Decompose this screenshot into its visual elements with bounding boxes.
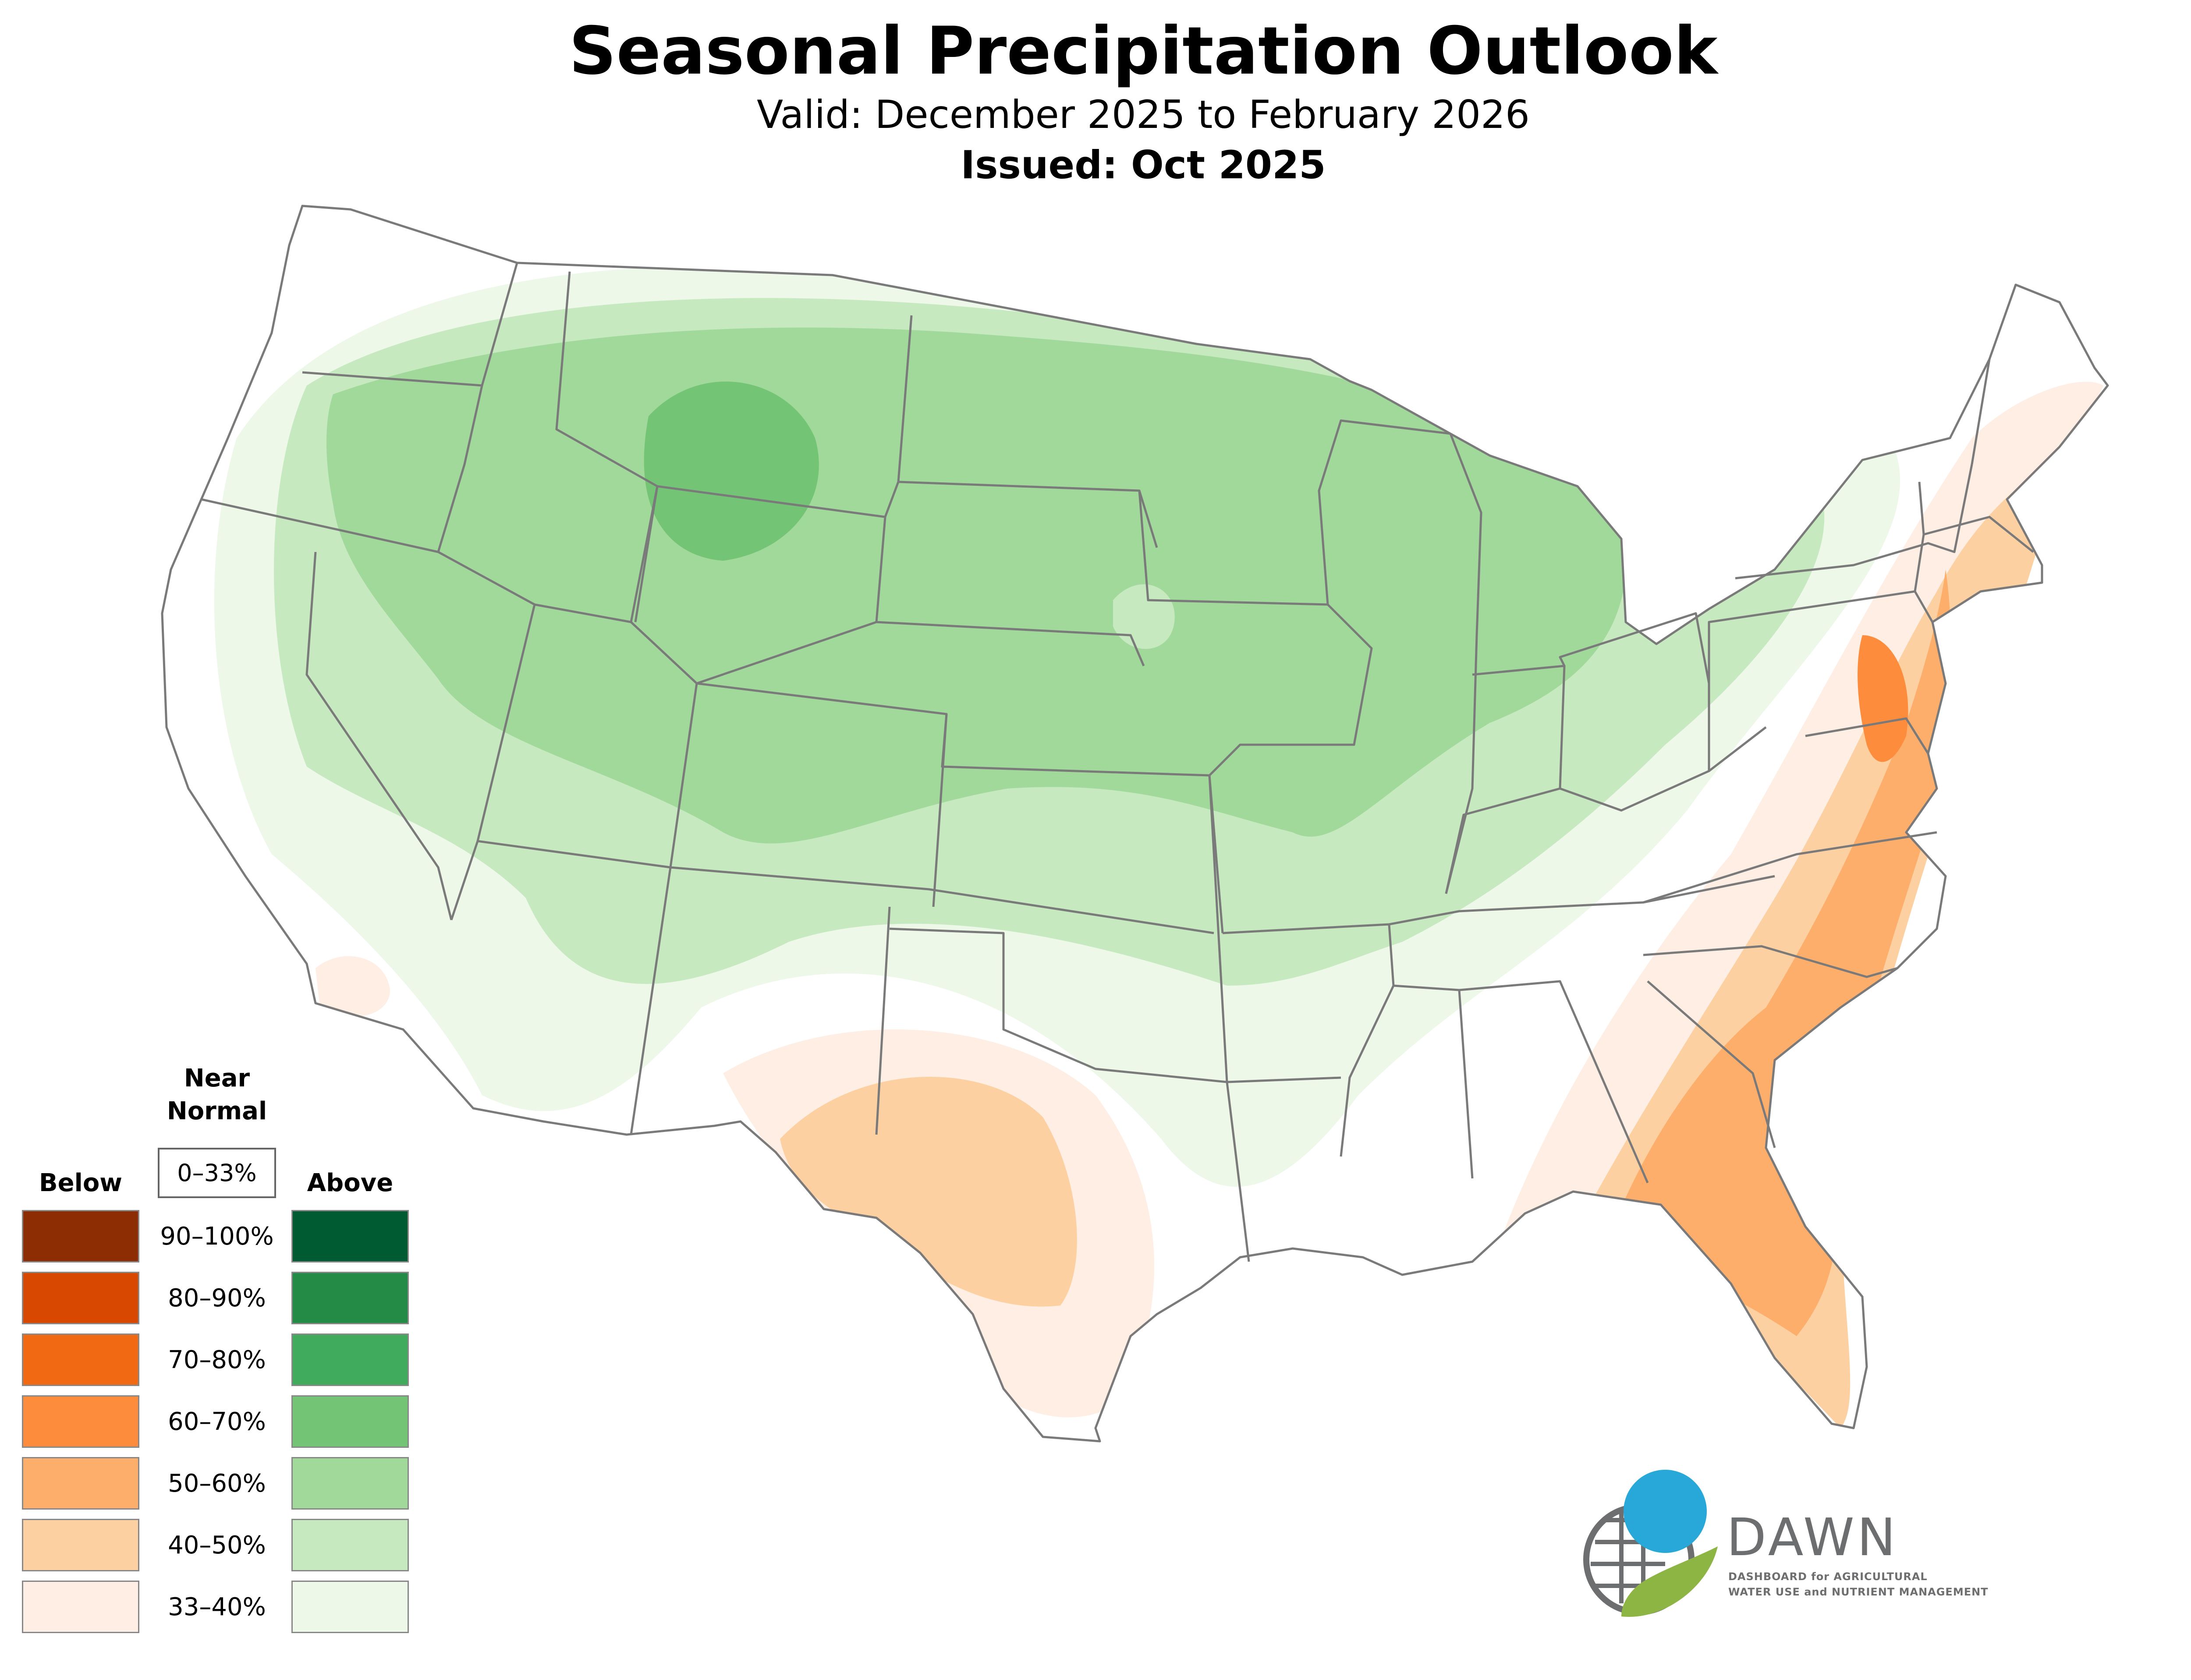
legend-near-normal-range: 0–33%: [177, 1159, 257, 1187]
below-60-70-zone: [1858, 635, 1908, 762]
legend-below-swatch-3: [22, 1395, 139, 1448]
issued-date: Issued: Oct 2025: [961, 142, 1326, 187]
dawn-wordmark: DAWN: [1727, 1507, 1899, 1567]
dawn-tagline-1: DASHBOARD for AGRICULTURAL: [1728, 1570, 1928, 1583]
near-normal-hole: [1113, 584, 1175, 649]
legend-below-swatch-2: [22, 1333, 139, 1386]
legend-below-swatch-6: [22, 1581, 139, 1633]
below-50-60-zone: [1599, 569, 1951, 1336]
legend-below-heading: Below: [39, 1169, 123, 1197]
legend-above-heading: Above: [307, 1169, 394, 1197]
legend-below-swatch-0: [22, 1210, 139, 1263]
valid-period: Valid: December 2025 to February 2026: [756, 92, 1530, 137]
map-title: Seasonal Precipitation Outlook: [569, 13, 1718, 89]
below-40-50-zone: [780, 1076, 1077, 1307]
above-60-70-zone: [644, 381, 819, 561]
legend-above-swatch-1: [291, 1272, 409, 1324]
legend-below-swatch-1: [22, 1272, 139, 1324]
legend-above-swatch-5: [291, 1519, 409, 1571]
legend-below-swatch-5: [22, 1519, 139, 1571]
legend-range-label-3: 60–70%: [168, 1408, 266, 1436]
legend-above-swatch-6: [291, 1581, 409, 1633]
legend-range-label-1: 80–90%: [168, 1284, 266, 1312]
legend-near-normal-heading-2: Normal: [167, 1097, 267, 1125]
legend-range-label-2: 70–80%: [168, 1346, 266, 1374]
legend-range-label-5: 40–50%: [168, 1531, 266, 1560]
legend-above-swatch-2: [291, 1333, 409, 1386]
state-boundaries: [162, 206, 2108, 1441]
legend-range-label-4: 50–60%: [168, 1469, 266, 1498]
legend-near-normal-box: 0–33%: [158, 1148, 276, 1198]
legend-range-label-0: 90–100%: [160, 1222, 274, 1251]
legend-near-normal-heading: Near: [184, 1064, 250, 1093]
legend-above-swatch-0: [291, 1210, 409, 1263]
dawn-logo-mark: [1583, 1470, 1718, 1617]
dawn-tagline-2: WATER USE and NUTRIENT MANAGEMENT: [1728, 1586, 1989, 1598]
below-33-40-zone-ca: [316, 956, 390, 1017]
legend-above-swatch-4: [291, 1457, 409, 1510]
probability-shading: [214, 265, 2103, 1428]
legend-below-swatch-4: [22, 1457, 139, 1510]
legend-above-swatch-3: [291, 1395, 409, 1448]
legend-range-label-6: 33–40%: [168, 1593, 266, 1621]
